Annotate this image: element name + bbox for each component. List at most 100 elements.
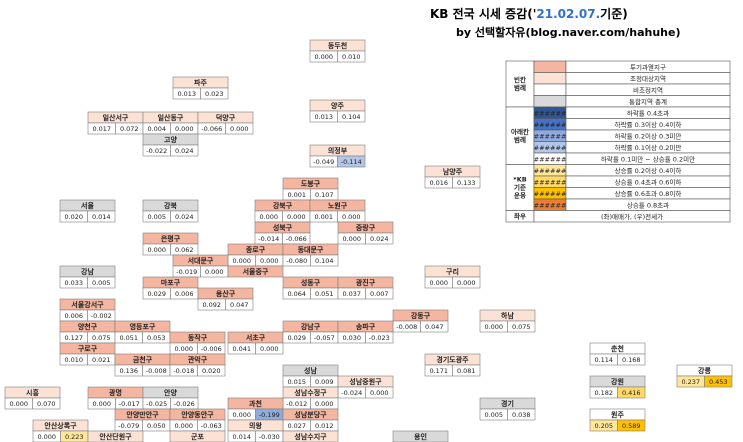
legend-swatch-text: ###### [534,201,567,209]
region-value: 0.001 [287,191,306,199]
legend-swatch [533,60,567,73]
region-value: 0.000 [230,125,249,133]
legend-swatch-text: ###### [534,132,567,140]
legend-text: 상승률 0.2이상 0.4이하 [615,166,682,175]
value-cell [452,176,481,189]
region-name: 안양만안구 [126,410,159,419]
region-value: 0.050 [147,422,166,430]
value-cell [365,331,394,344]
region-value: 0.053 [147,334,166,342]
value-cell [200,87,229,100]
region-value: 0.075 [512,323,531,331]
region-value: 0.000 [174,422,193,430]
region-value: 0.416 [622,389,641,397]
legend-swatch-text: ###### [534,190,567,198]
title: KB 전국 시세 증감('21.02.07.기준) [430,6,628,21]
legend-swatch-text: ###### [534,144,567,152]
value-cell [507,320,536,333]
region-value: 0.104 [315,257,334,265]
region-value: 0.051 [315,290,334,298]
region-value: 0.000 [287,213,306,221]
region-value: 0.000 [260,257,279,265]
region-value: 0.000 [315,400,334,408]
region-value: 0.014 [92,213,111,221]
region-value: 0.020 [64,213,83,221]
region-value: 0.006 [64,312,83,320]
region-name: 성남중원구 [349,377,382,386]
region-value: 0.000 [232,411,251,419]
region-value: 0.009 [315,378,334,386]
region-name: 동작구 [188,333,208,342]
region-name: 과천 [249,399,262,408]
region-name: 서울강서구 [71,300,104,309]
region-name: 춘천 [611,344,624,353]
region-value: 0.033 [64,279,83,287]
region-name: 동대문구 [298,245,324,254]
region-value: 0.081 [457,367,476,375]
region-name: 강북 [164,201,177,210]
region-value: 0.000 [370,389,389,397]
region-header [282,430,339,442]
region-value: 0.064 [287,290,306,298]
value-cell [197,364,226,377]
region-value: 0.024 [175,147,194,155]
region-value: 0.000 [232,257,251,265]
region-header [227,265,284,278]
region-value: 0.453 [709,378,728,386]
region-name: 성남수지구 [294,432,327,441]
region-value: 0.038 [512,411,531,419]
value-cell [365,287,394,300]
region-value: 0.005 [484,411,503,419]
region-value: -0.030 [259,433,280,441]
region-name: 광명 [109,388,122,397]
region-name: 군포 [191,433,204,441]
legend-section-label: *KB [513,176,526,184]
legend-text: 조정대상지역 [630,74,666,83]
region-value: 0.168 [622,356,641,364]
legend-text: 하락률 0.1미만 ~ 상승률 0.2미만 [601,154,695,163]
region-value: 0.136 [119,367,138,375]
region-name: 성남수정구 [294,388,327,397]
region-name: 서대문구 [188,256,214,265]
region-name: 일산서구 [103,113,129,122]
region-name: 서울 [81,201,94,210]
region-header [392,430,449,442]
region-value: 0.005 [92,279,111,287]
value-cell [87,276,116,289]
value-cell [617,353,646,366]
region-name: 파주 [194,78,207,87]
region-value: 0.000 [342,235,361,243]
region-name: 중랑구 [356,223,376,232]
region-value: 0.020 [202,367,221,375]
region-value: 0.171 [429,367,448,375]
region-value: 0.070 [37,400,56,408]
region-value: 0.000 [342,213,361,221]
region-value: 0.107 [315,191,334,199]
region-value: 0.037 [342,290,361,298]
region-value: 0.024 [175,213,194,221]
region-name: 성남분당구 [294,410,327,419]
region-value: 0.127 [64,334,83,342]
region-value: 0.015 [287,378,306,386]
region-value: 0.000 [175,125,194,133]
region-value: -0.049 [313,158,334,166]
region-value: 0.010 [342,53,361,61]
region-value: 0.000 [205,268,224,276]
region-value: 0.104 [342,113,361,121]
region-value: -0.023 [369,334,390,342]
region-value: 0.000 [259,213,278,221]
region-value: 0.023 [205,90,224,98]
legend-label-cell [505,164,535,211]
subtitle: by 선택할자유(blog.naver.com/hahuhe) [456,25,680,39]
region-value: -0.019 [176,268,197,276]
region-name: 강남구 [301,322,321,331]
value-cell [310,254,339,267]
region-value: 0.001 [314,213,333,221]
region-value: 0.004 [147,125,166,133]
value-cell [365,386,394,399]
region-value: 0.010 [64,356,83,364]
value-cell [170,144,199,157]
region-value: 0.017 [92,125,111,133]
region-name: 서초구 [246,333,266,342]
legend-text: 투기과열지구 [630,62,666,71]
